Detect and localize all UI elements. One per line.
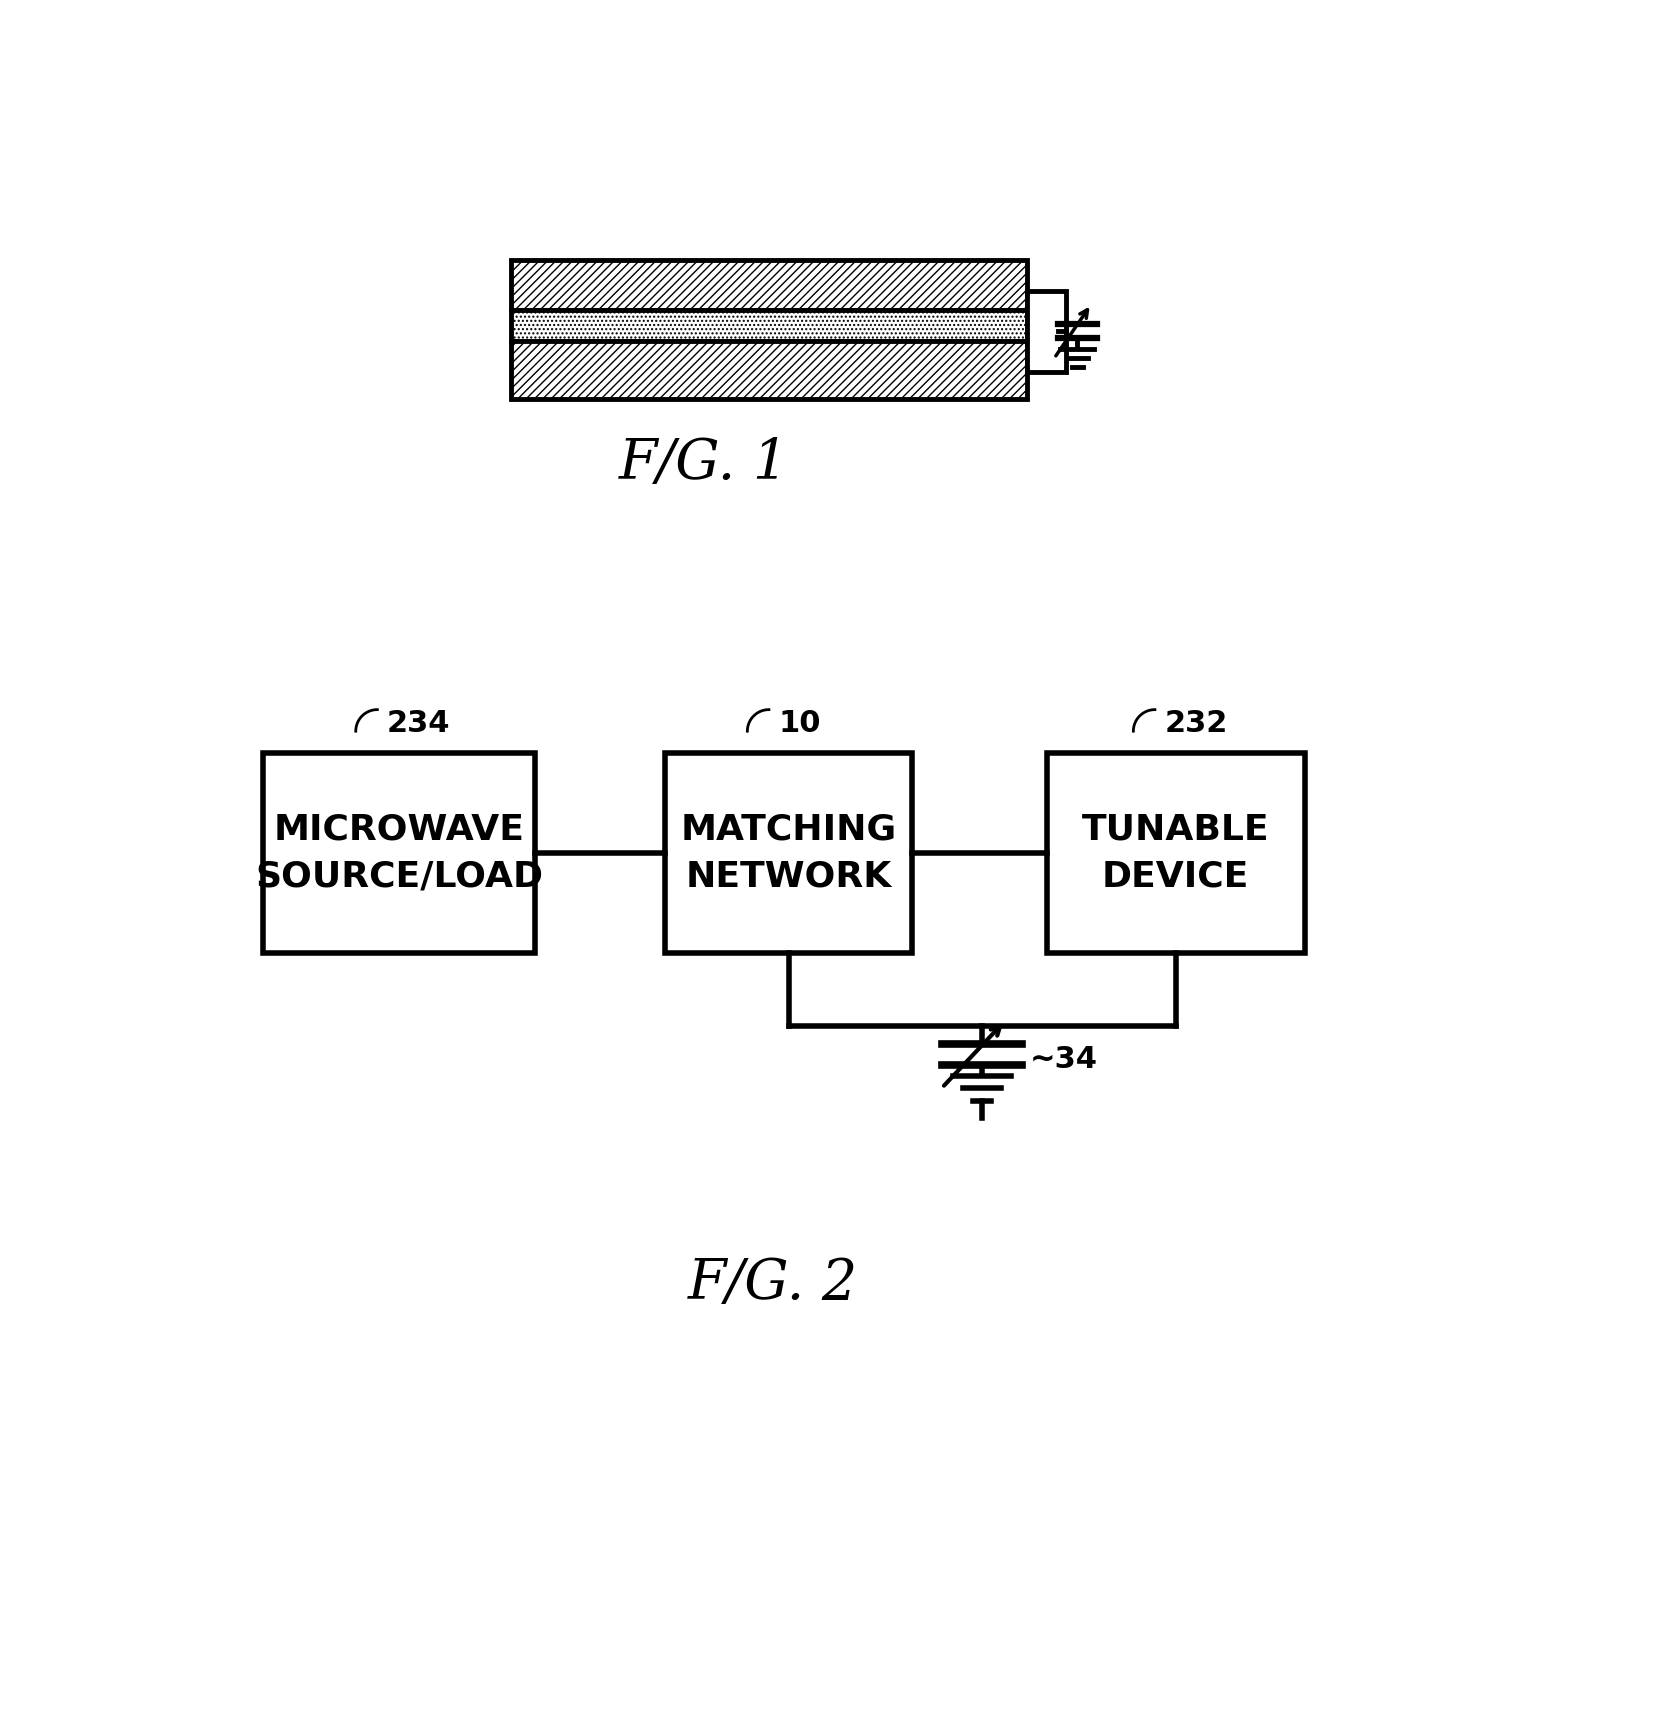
Text: MATCHING
NETWORK: MATCHING NETWORK xyxy=(680,812,895,893)
Text: 10: 10 xyxy=(778,709,821,738)
Text: 232: 232 xyxy=(1163,709,1226,738)
Polygon shape xyxy=(1046,752,1304,953)
Polygon shape xyxy=(511,259,1026,311)
Text: F/G. 1: F/G. 1 xyxy=(619,436,788,491)
Polygon shape xyxy=(665,752,912,953)
Text: ~34: ~34 xyxy=(1029,1044,1097,1073)
Polygon shape xyxy=(511,311,1026,340)
Text: MICROWAVE
SOURCE/LOAD: MICROWAVE SOURCE/LOAD xyxy=(255,812,543,893)
Text: F/G. 2: F/G. 2 xyxy=(688,1257,857,1312)
Polygon shape xyxy=(511,340,1026,398)
Text: 234: 234 xyxy=(386,709,450,738)
Polygon shape xyxy=(263,752,535,953)
Text: TUNABLE
DEVICE: TUNABLE DEVICE xyxy=(1081,812,1269,893)
Polygon shape xyxy=(1026,290,1066,371)
